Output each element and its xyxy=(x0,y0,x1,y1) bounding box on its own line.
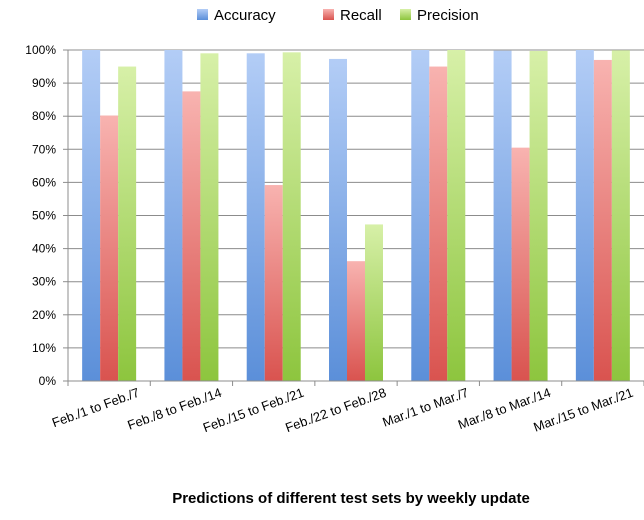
bar-recall-0 xyxy=(100,115,119,382)
bar-accuracy-4 xyxy=(411,50,430,381)
legend-swatch-accuracy xyxy=(197,9,208,20)
bars xyxy=(82,50,630,382)
y-tick-label: 30% xyxy=(32,275,56,289)
bar-recall-5 xyxy=(511,147,530,381)
legend-label-precision: Precision xyxy=(417,7,479,24)
y-tick-label: 80% xyxy=(32,109,56,123)
legend: Accuracy Recall Precision xyxy=(197,7,479,24)
bar-recall-1 xyxy=(182,91,201,381)
bar-accuracy-5 xyxy=(493,50,512,382)
bar-precision-4 xyxy=(447,50,466,381)
bar-accuracy-0 xyxy=(82,50,101,381)
bar-accuracy-3 xyxy=(329,58,347,381)
legend-label-recall: Recall xyxy=(340,7,382,24)
bar-accuracy-2 xyxy=(246,53,265,382)
y-tick-label: 10% xyxy=(32,341,56,355)
bar-precision-1 xyxy=(200,53,219,382)
bar-precision-0 xyxy=(118,66,137,382)
y-tick-label: 70% xyxy=(32,142,56,156)
bar-accuracy-1 xyxy=(164,50,183,381)
legend-label-accuracy: Accuracy xyxy=(214,7,276,24)
y-tick-label: 40% xyxy=(32,242,56,256)
x-axis-title: Predictions of different test sets by we… xyxy=(172,490,530,507)
y-tick-label: 0% xyxy=(39,374,57,388)
bar-precision-5 xyxy=(529,50,548,381)
bar-recall-6 xyxy=(593,59,612,382)
y-tick-label: 100% xyxy=(25,43,56,57)
y-tick-label: 60% xyxy=(32,175,56,189)
legend-swatch-precision xyxy=(400,9,411,20)
y-tick-label: 20% xyxy=(32,308,56,322)
legend-swatch-recall xyxy=(323,9,334,20)
bar-accuracy-6 xyxy=(575,50,594,381)
bar-recall-2 xyxy=(264,185,283,381)
bar-precision-3 xyxy=(365,224,383,381)
gridlines xyxy=(68,49,644,382)
bar-precision-2 xyxy=(282,52,301,381)
bar-precision-6 xyxy=(611,50,630,382)
y-tick-label: 90% xyxy=(32,76,56,90)
y-axis: 0% 10% 20% 30% 40% 50% 60% 70% 80% 90% 100% xyxy=(25,43,69,388)
y-tick-label: 50% xyxy=(32,209,56,223)
bar-recall-4 xyxy=(429,66,448,382)
bar-recall-3 xyxy=(347,261,365,381)
